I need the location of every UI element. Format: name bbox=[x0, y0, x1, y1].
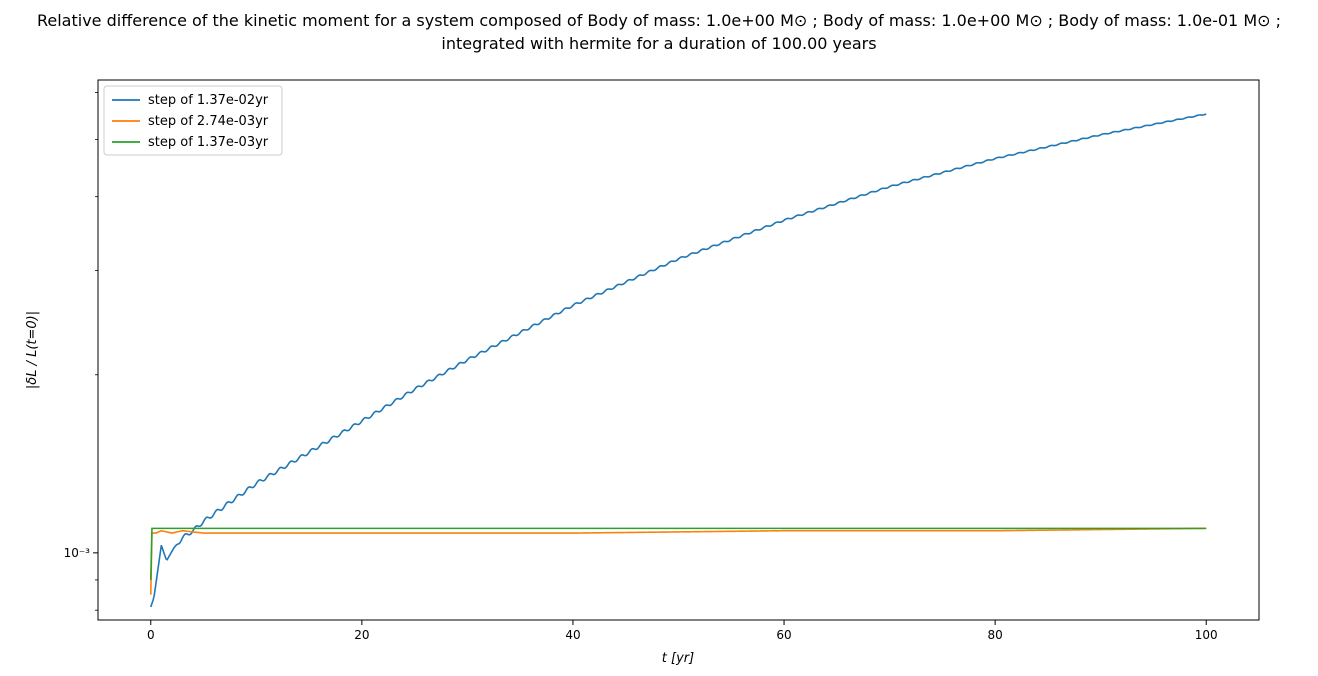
x-tick-label: 40 bbox=[565, 628, 580, 642]
x-axis: 0 20 40 60 80 100 bbox=[147, 620, 1218, 642]
chart-title-line-2: integrated with hermite for a duration o… bbox=[441, 34, 876, 53]
series-lines bbox=[149, 113, 1207, 608]
legend-entry-3: step of 1.37e-03yr bbox=[148, 135, 269, 150]
chart-title-line-1: Relative difference of the kinetic momen… bbox=[37, 11, 1281, 30]
series-line-3 bbox=[149, 527, 1207, 580]
x-tick-label: 0 bbox=[147, 628, 155, 642]
x-tick-label: 60 bbox=[776, 628, 791, 642]
plot-area bbox=[97, 79, 1260, 621]
y-axis-label: |δL / L(t=0)| bbox=[25, 311, 40, 389]
series-line-2 bbox=[149, 527, 1207, 595]
y-tick-label: 10⁻³ bbox=[64, 546, 91, 560]
x-tick-label: 20 bbox=[354, 628, 369, 642]
x-tick-label: 80 bbox=[987, 628, 1002, 642]
series-line-1 bbox=[150, 113, 1207, 608]
legend-box bbox=[103, 85, 283, 156]
chart-title: Relative difference of the kinetic momen… bbox=[37, 11, 1281, 53]
legend-entry-2: step of 2.74e-03yr bbox=[148, 114, 269, 129]
y-axis: 10⁻³ bbox=[64, 92, 98, 611]
legend: step of 1.37e-02yr step of 2.74e-03yr step… bbox=[103, 85, 283, 156]
x-tick-label: 100 bbox=[1195, 628, 1218, 642]
legend-entry-1: step of 1.37e-02yr bbox=[148, 93, 269, 108]
x-axis-label: t [yr] bbox=[662, 651, 694, 666]
